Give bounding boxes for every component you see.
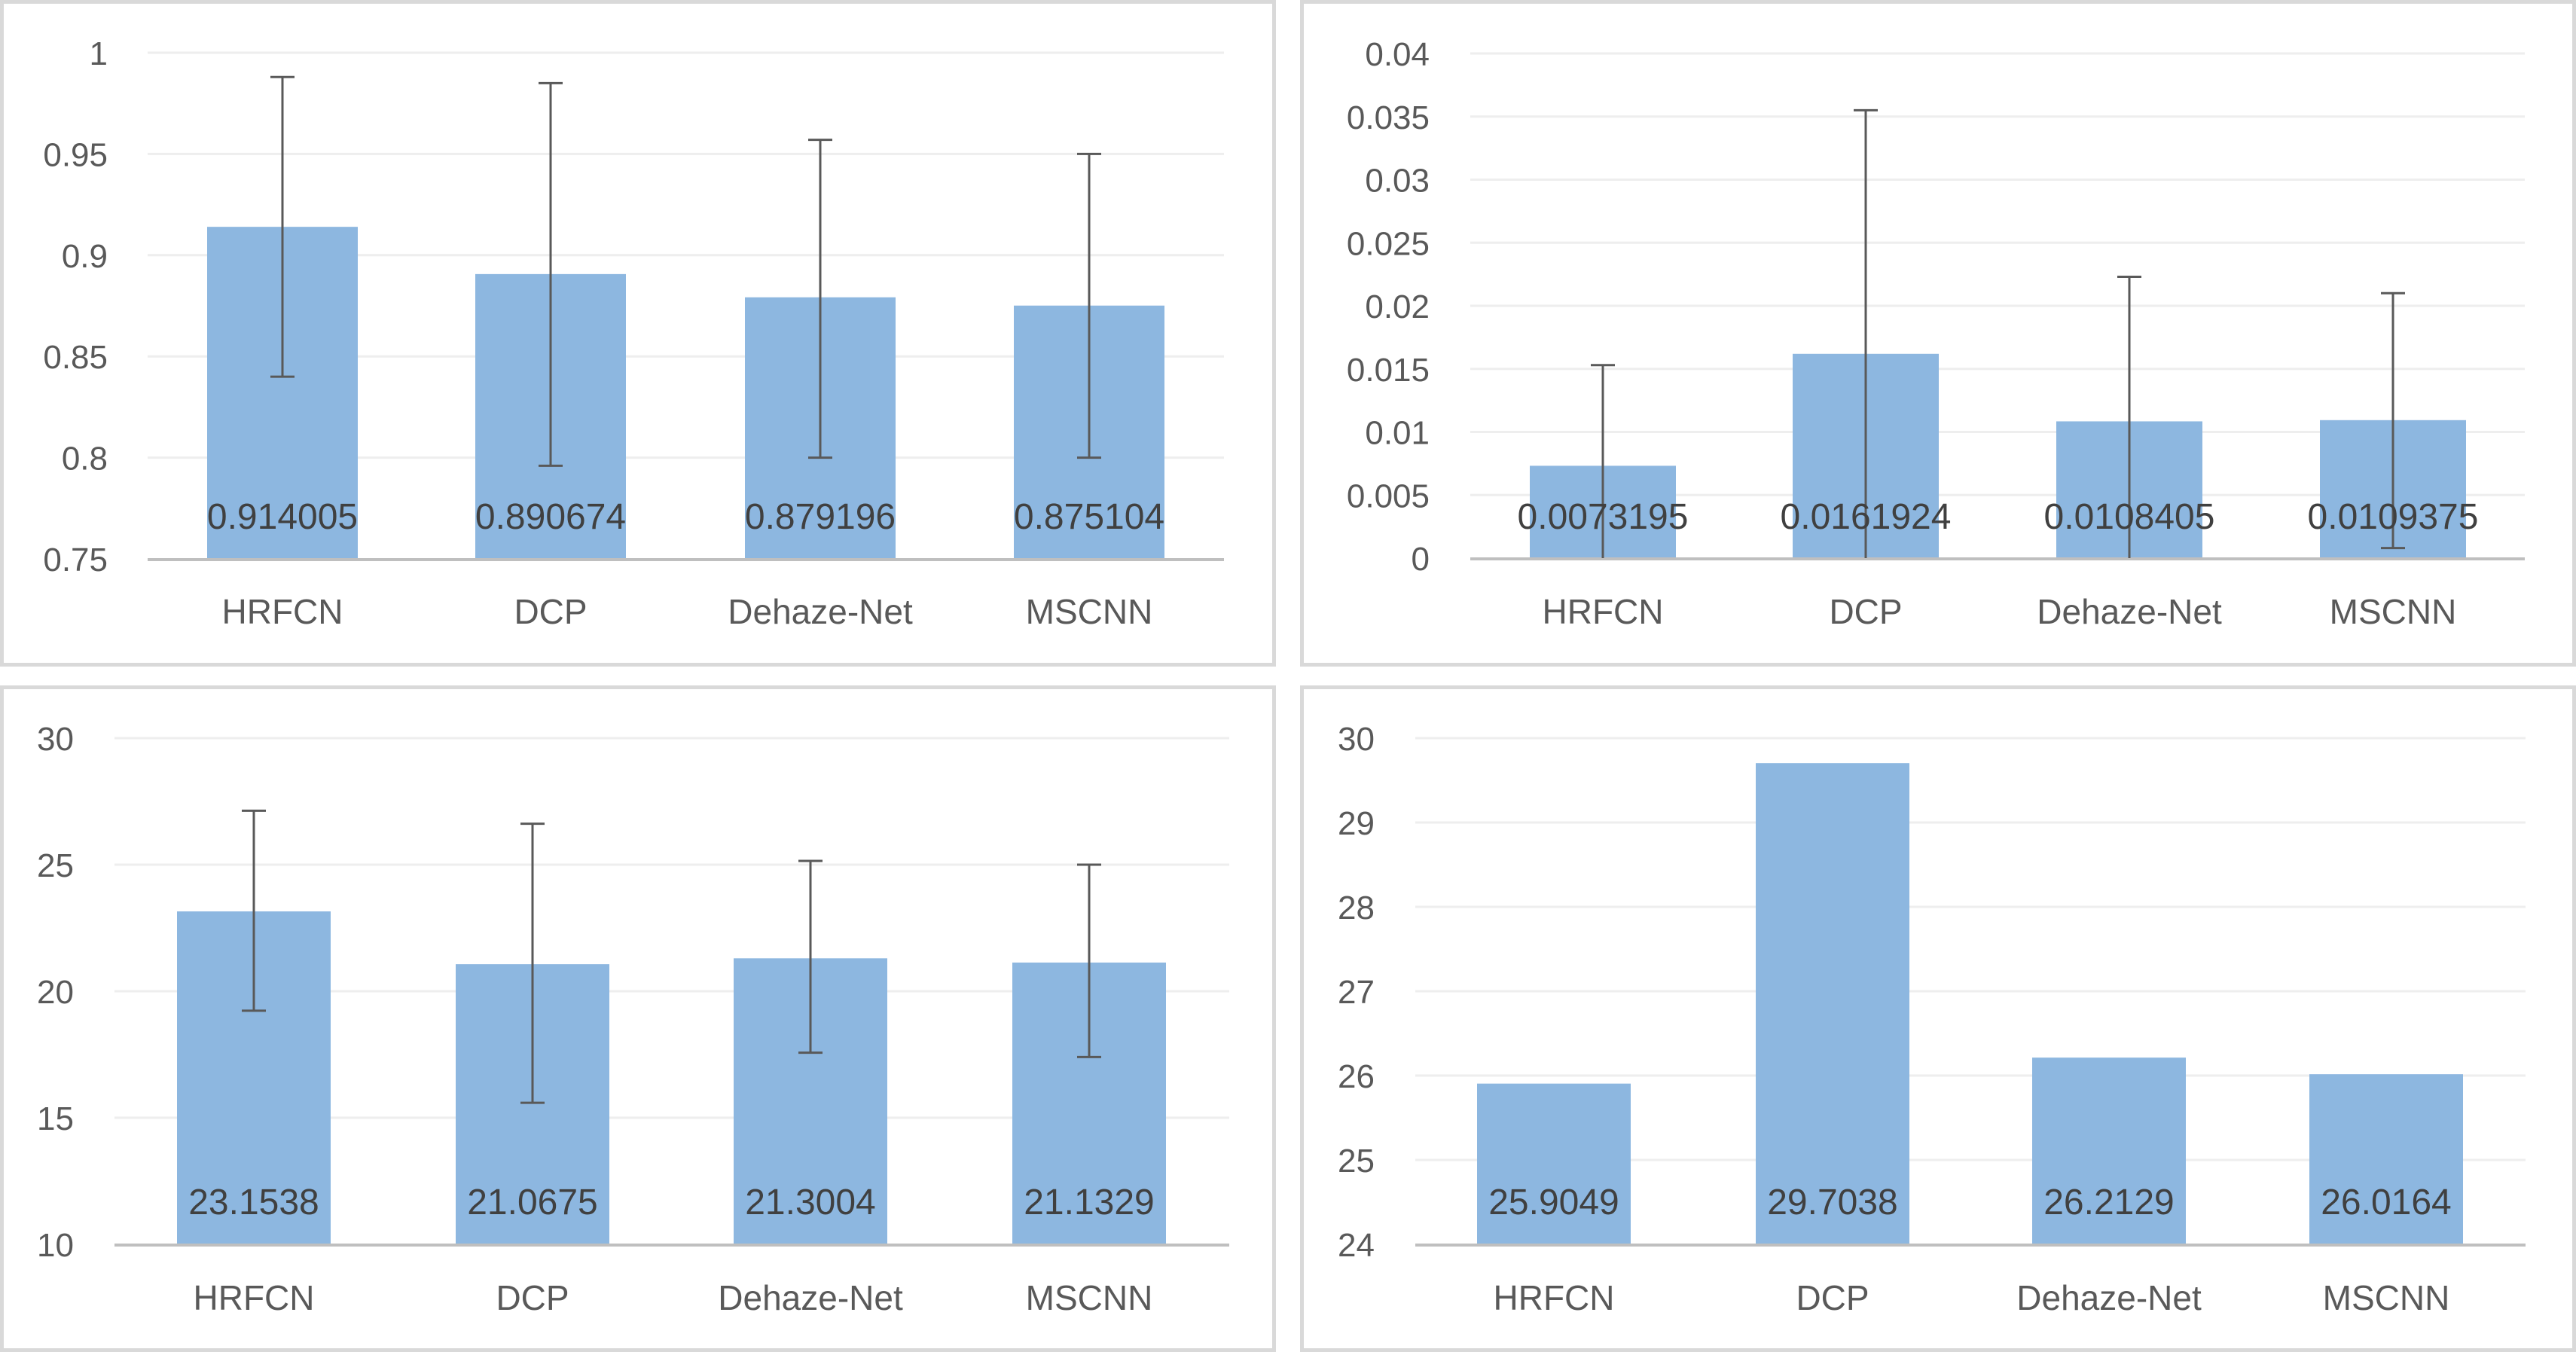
x-tick-label: DCP <box>1796 1278 1869 1317</box>
data-label: 0.0109375 <box>2308 497 2479 537</box>
y-tick-label: 0.75 <box>43 542 108 578</box>
data-label: 21.3004 <box>745 1183 876 1222</box>
x-tick-label: DCP <box>1829 592 1902 631</box>
chart-top-left: 0.75 0.8 0.85 0.9 0.95 1 0.914005 HRFCN 0.890674… <box>43 35 1224 631</box>
x-tick-label: HRFCN <box>1543 592 1664 631</box>
data-label: 0.0073195 <box>1518 497 1689 537</box>
y-tick-label: 0 <box>1412 541 1430 578</box>
y-tick-label: 30 <box>1338 721 1375 758</box>
y-tick-label: 25 <box>37 847 74 884</box>
data-label: 0.0108405 <box>2044 497 2215 537</box>
data-label: 0.890674 <box>475 497 626 537</box>
x-tick-label: MSCNN <box>2330 592 2457 631</box>
y-tick-label: 28 <box>1338 890 1375 926</box>
y-tick-label: 30 <box>37 721 74 758</box>
data-label: 26.2129 <box>2043 1183 2175 1222</box>
y-tick-label: 0.005 <box>1347 478 1430 514</box>
x-tick-label: HRFCN <box>1494 1278 1615 1317</box>
x-tick-label: Dehaze-Net <box>718 1278 903 1317</box>
y-tick-label: 0.8 <box>62 441 108 478</box>
x-tick-label: HRFCN <box>194 1278 315 1317</box>
bar-dehaze-net <box>2032 1057 2186 1244</box>
bar-dcp <box>1756 763 1909 1244</box>
y-tick-label: 15 <box>37 1100 74 1137</box>
bar-mscnn <box>2309 1074 2463 1244</box>
bar-hrfcn <box>1477 1083 1631 1244</box>
x-tick-label: HRFCN <box>222 592 343 631</box>
y-tick-label: 10 <box>37 1227 74 1264</box>
y-tick-label: 0.035 <box>1347 99 1430 136</box>
y-tick-label: 20 <box>37 974 74 1011</box>
data-label: 21.0675 <box>467 1183 598 1222</box>
y-tick-label: 0.025 <box>1347 225 1430 262</box>
x-tick-label: Dehaze-Net <box>2016 1278 2202 1317</box>
y-tick-label: 0.9 <box>62 238 108 275</box>
y-tick-label: 0.04 <box>1365 36 1430 73</box>
y-tick-label: 0.02 <box>1365 288 1430 325</box>
data-label: 21.1329 <box>1024 1183 1155 1222</box>
y-tick-label: 1 <box>90 35 108 72</box>
data-label: 0.879196 <box>745 497 896 537</box>
y-tick-label: 25 <box>1338 1143 1375 1180</box>
data-label: 0.875104 <box>1014 497 1164 537</box>
x-tick-label: Dehaze-Net <box>728 592 913 631</box>
x-tick-label: MSCNN <box>1026 1278 1153 1317</box>
y-tick-label: 0.015 <box>1347 352 1430 389</box>
y-tick-label: 0.01 <box>1365 415 1430 452</box>
data-label: 29.7038 <box>1767 1183 1898 1222</box>
x-tick-label: DCP <box>496 1278 569 1317</box>
data-label: 23.1538 <box>188 1183 319 1222</box>
y-tick-label: 0.85 <box>43 339 108 376</box>
x-tick-label: DCP <box>514 592 587 631</box>
y-tick-label: 0.03 <box>1365 163 1430 200</box>
y-tick-label: 29 <box>1338 805 1375 842</box>
x-tick-label: MSCNN <box>2323 1278 2450 1317</box>
data-label: 0.914005 <box>207 497 358 537</box>
chart-top-right: 0 0.005 0.01 0.015 0.02 0.025 0.03 0.035 0.04 0.0… <box>1347 36 2525 631</box>
data-label: 25.9049 <box>1488 1183 1619 1222</box>
x-tick-label: Dehaze-Net <box>2037 592 2222 631</box>
data-label: 26.0164 <box>2321 1183 2452 1222</box>
x-tick-label: MSCNN <box>1026 592 1153 631</box>
data-label: 0.0161924 <box>1781 497 1952 537</box>
y-tick-label: 24 <box>1338 1227 1375 1264</box>
y-tick-label: 0.95 <box>43 136 108 173</box>
y-tick-label: 26 <box>1338 1058 1375 1095</box>
chart-bottom-right: 24 25 26 27 28 29 30 25.9049 HRFCN 29.7038 DCP 26.2… <box>1338 721 2526 1317</box>
chart-bottom-left: 10 15 20 25 30 23.1538 HRFCN 21.0675 DCP 21.3004 D… <box>37 721 1229 1317</box>
y-tick-label: 27 <box>1338 974 1375 1011</box>
